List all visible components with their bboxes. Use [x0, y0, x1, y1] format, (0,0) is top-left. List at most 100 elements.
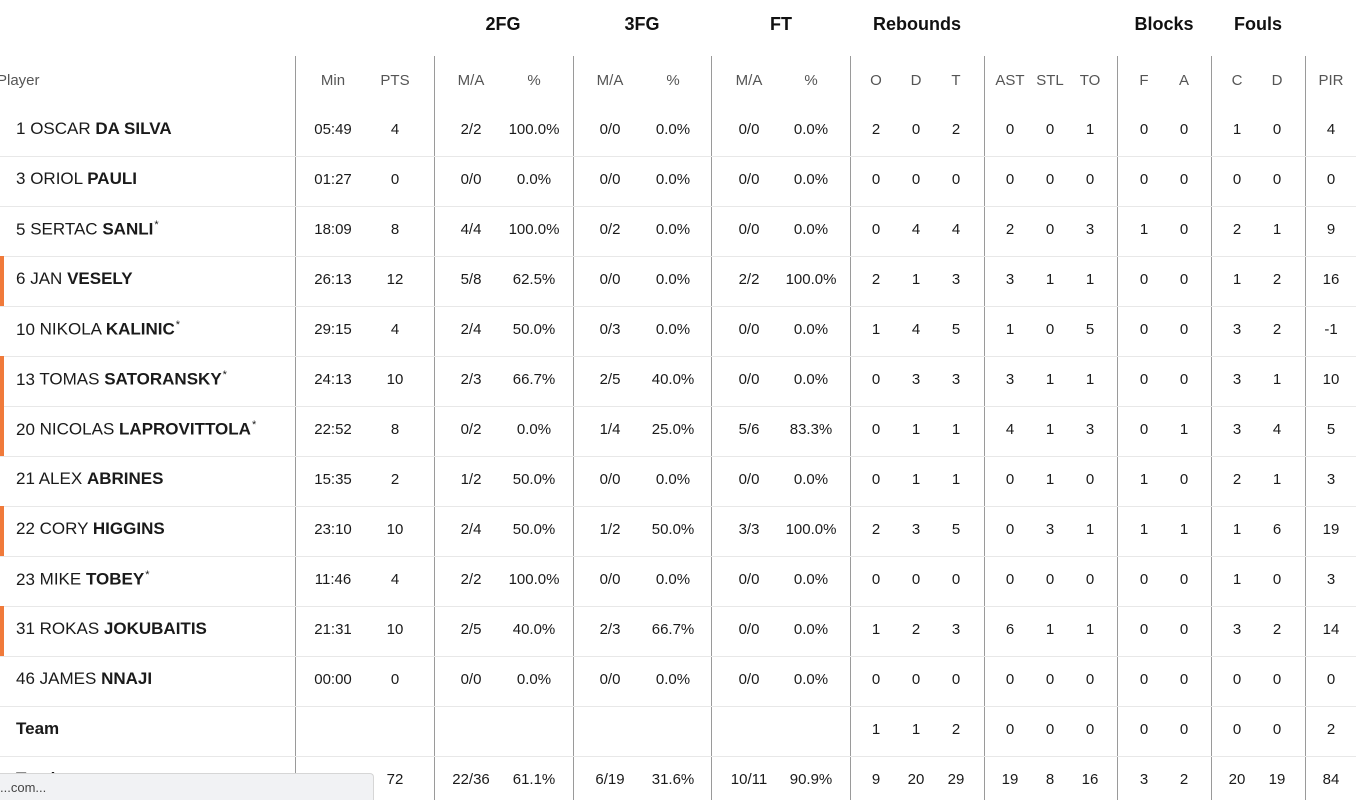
stat-foul_c: 3 [1232, 421, 1242, 438]
col-header-foul_d[interactable]: D [1271, 72, 1283, 89]
stat-fg3_pct: 0.0% [655, 321, 691, 338]
stat-pir: 2 [1326, 721, 1336, 738]
table-row[interactable]: 20 NICOLAS LAPROVITTOLA* 22:52 8 0/2 0.0% 1/4… [0, 406, 1356, 457]
col-header-reb_t[interactable]: T [951, 72, 961, 89]
player-name-link[interactable]: 10 NIKOLA KALINIC* [16, 319, 180, 340]
table-row[interactable]: 5 SERTAC SANLI* 18:09 8 4/4 100.0% 0/2 0.0% 0/0… [0, 206, 1356, 257]
stat-fg2_pct: 100.0% [508, 221, 560, 238]
stat-stl: 1 [1045, 371, 1055, 388]
stat-min: 24:13 [314, 371, 352, 388]
player-number: 20 [16, 419, 35, 439]
stat-stl: 1 [1045, 271, 1055, 288]
col-header-fg2_ma[interactable]: M/A [457, 72, 485, 89]
col-header-fg2_pct[interactable]: % [527, 72, 541, 89]
stat-fg2_pct: 61.1% [512, 771, 556, 788]
stat-foul_d: 19 [1268, 771, 1286, 788]
table-row[interactable]: 31 ROKAS JOKUBAITIS 21:31 10 2/5 40.0% 2/3 66.… [0, 606, 1356, 657]
col-header-blk_a[interactable]: A [1178, 72, 1190, 89]
player-name-link[interactable]: 31 ROKAS JOKUBAITIS [16, 619, 207, 639]
col-header-reb_o[interactable]: O [870, 72, 882, 89]
table-row[interactable]: 46 JAMES NNAJI 00:00 0 0/0 0.0% 0/0 0.0% 0/0 0.0… [0, 656, 1356, 707]
column-group-header: 2FG 3FG FT Rebounds Blocks Fouls [0, 14, 1356, 42]
table-row[interactable]: 22 CORY HIGGINS 23:10 10 2/4 50.0% 1/2 50.0% 3/… [0, 506, 1356, 557]
player-name-link[interactable]: 1 OSCAR DA SILVA [16, 119, 172, 139]
player-number: 3 [16, 169, 26, 188]
player-name-link[interactable]: 3 ORIOL PAULI [16, 169, 137, 189]
table-row[interactable]: 10 NIKOLA KALINIC* 29:15 4 2/4 50.0% 0/3 0.0% 0… [0, 306, 1356, 357]
stat-blk_f: 0 [1139, 271, 1149, 288]
stat-ft_ma: 0/0 [738, 371, 760, 388]
stat-fg3_pct: 0.0% [655, 171, 691, 188]
col-header-pts[interactable]: PTS [380, 72, 410, 89]
stat-blk_f: 0 [1139, 121, 1149, 138]
player-name-link[interactable]: 20 NICOLAS LAPROVITTOLA* [16, 419, 256, 440]
stat-fg2_ma: 0/2 [460, 421, 482, 438]
stat-ft_ma: 0/0 [738, 171, 760, 188]
stat-ft_ma: 0/0 [738, 221, 760, 238]
col-header-player[interactable]: Player [0, 72, 40, 89]
stat-pir: 0 [1326, 671, 1336, 688]
stat-reb_t: 0 [951, 571, 961, 588]
stat-pir: 4 [1326, 121, 1336, 138]
col-header-ast[interactable]: AST [995, 72, 1025, 89]
stat-fg2_ma: 2/4 [460, 521, 482, 538]
player-name-link[interactable]: 6 JAN VESELY [16, 269, 133, 289]
table-row[interactable]: 1 OSCAR DA SILVA 05:49 4 2/2 100.0% 0/0 0.0% 0/… [0, 106, 1356, 157]
table-row[interactable]: 6 JAN VESELY 26:13 12 5/8 62.5% 0/0 0.0% 2/2 100… [0, 256, 1356, 307]
col-header-ft_ma[interactable]: M/A [735, 72, 763, 89]
stat-foul_c: 0 [1232, 171, 1242, 188]
starter-marker: * [154, 219, 159, 231]
stat-stl: 0 [1045, 221, 1055, 238]
stat-reb_o: 0 [871, 471, 881, 488]
stat-ast: 6 [1005, 621, 1015, 638]
stat-reb_o: 2 [871, 521, 881, 538]
player-last-name: VESELY [67, 269, 133, 288]
player-number: 21 [16, 469, 35, 488]
col-header-fg3_ma[interactable]: M/A [596, 72, 624, 89]
player-name-link[interactable]: 13 TOMAS SATORANSKY* [16, 369, 227, 390]
table-row[interactable]: 13 TOMAS SATORANSKY* 24:13 10 2/3 66.7% 2/5 40… [0, 356, 1356, 407]
table-row[interactable]: 3 ORIOL PAULI 01:27 0 0/0 0.0% 0/0 0.0% 0/0 0.0%… [0, 156, 1356, 207]
col-header-to[interactable]: TO [1079, 72, 1101, 89]
player-first-name: JAMES [39, 669, 97, 688]
stat-foul_d: 2 [1272, 621, 1282, 638]
col-header-pir[interactable]: PIR [1318, 72, 1344, 89]
stat-stl: 0 [1045, 321, 1055, 338]
stat-reb_o: 1 [871, 721, 881, 738]
stat-foul_d: 0 [1272, 671, 1282, 688]
stat-fg3_pct: 0.0% [655, 571, 691, 588]
stat-fg2_pct: 100.0% [508, 571, 560, 588]
player-name-link[interactable]: 23 MIKE TOBEY* [16, 569, 150, 590]
stat-reb_d: 4 [911, 221, 921, 238]
col-header-ft_pct[interactable]: % [804, 72, 818, 89]
stat-blk_f: 1 [1139, 521, 1149, 538]
player-number: 1 [16, 119, 26, 138]
col-header-fg3_pct[interactable]: % [666, 72, 680, 89]
player-name-link[interactable]: 46 JAMES NNAJI [16, 669, 152, 689]
stat-stl: 0 [1045, 721, 1055, 738]
table-row[interactable]: 21 ALEX ABRINES 15:35 2 1/2 50.0% 0/0 0.0% 0/0 0… [0, 456, 1356, 507]
stat-blk_a: 0 [1179, 671, 1189, 688]
table-row[interactable]: 23 MIKE TOBEY* 11:46 4 2/2 100.0% 0/0 0.0% 0/0 0… [0, 556, 1356, 607]
stat-fg3_pct: 0.0% [655, 671, 691, 688]
stat-reb_t: 4 [951, 221, 961, 238]
col-header-foul_c[interactable]: C [1231, 72, 1243, 89]
col-header-stl[interactable]: STL [1036, 72, 1064, 89]
stat-blk_f: 0 [1139, 571, 1149, 588]
column-divider [295, 56, 296, 800]
player-name-link[interactable]: 22 CORY HIGGINS [16, 519, 165, 539]
player-name-link[interactable]: 21 ALEX ABRINES [16, 469, 163, 489]
row-accent-bar [0, 606, 4, 656]
stat-to: 1 [1085, 621, 1095, 638]
stat-stl: 0 [1045, 171, 1055, 188]
stat-to: 0 [1085, 571, 1095, 588]
player-name-link[interactable]: 5 SERTAC SANLI* [16, 219, 159, 240]
stat-reb_t: 5 [951, 521, 961, 538]
player-last-name: JOKUBAITIS [103, 619, 207, 638]
stat-fg2_ma: 4/4 [460, 221, 482, 238]
stat-pts: 4 [390, 571, 400, 588]
col-header-reb_d[interactable]: D [910, 72, 922, 89]
col-header-blk_f[interactable]: F [1139, 72, 1149, 89]
stat-reb_d: 0 [911, 171, 921, 188]
col-header-min[interactable]: Min [320, 72, 346, 89]
